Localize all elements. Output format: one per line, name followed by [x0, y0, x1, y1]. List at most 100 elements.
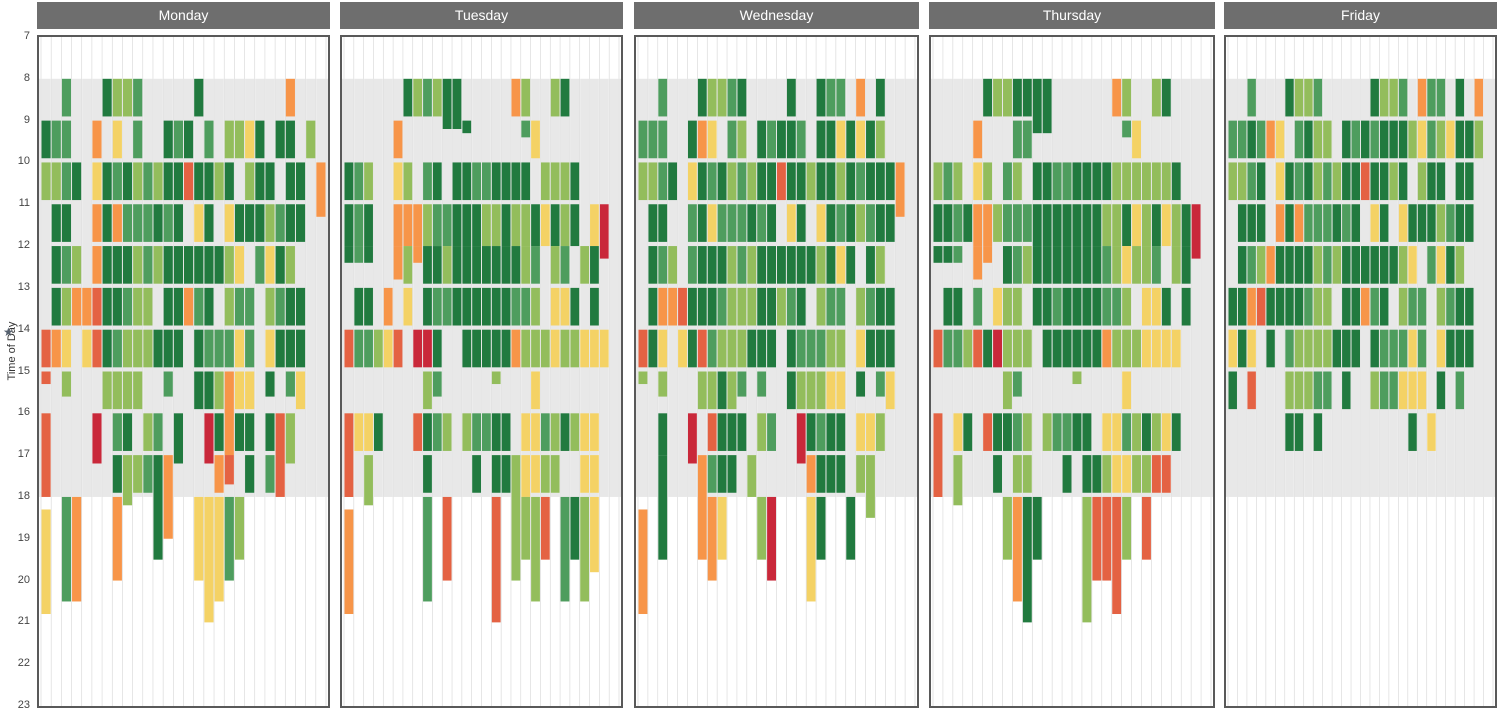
heatmap-cell[interactable] — [1022, 496, 1033, 623]
heatmap-cell[interactable] — [285, 120, 296, 159]
heatmap-cell[interactable] — [1436, 287, 1446, 326]
heatmap-cell[interactable] — [152, 413, 164, 451]
heatmap-cell[interactable] — [1398, 120, 1408, 159]
heatmap-cell[interactable] — [1464, 287, 1475, 326]
heatmap-cell[interactable] — [461, 329, 472, 368]
heatmap-cell[interactable] — [1151, 204, 1162, 247]
heatmap-cell[interactable] — [540, 329, 551, 368]
heatmap-cell[interactable] — [461, 287, 472, 326]
heatmap-cell[interactable] — [1275, 120, 1285, 159]
heatmap-cell[interactable] — [647, 246, 658, 284]
heatmap-cell[interactable] — [1246, 371, 1257, 410]
heatmap-cell[interactable] — [244, 371, 255, 410]
heatmap-cell[interactable] — [1369, 246, 1380, 284]
heatmap-cell[interactable] — [589, 496, 600, 573]
heatmap-cell[interactable] — [1407, 120, 1418, 159]
heatmap-cell[interactable] — [1081, 455, 1092, 493]
heatmap-cell[interactable] — [452, 78, 462, 129]
heatmap-cell[interactable] — [373, 413, 384, 451]
heatmap-cell[interactable] — [1246, 329, 1257, 368]
heatmap-cell[interactable] — [707, 246, 718, 284]
heatmap-cell[interactable] — [112, 455, 123, 493]
heatmap-cell[interactable] — [1256, 246, 1266, 284]
heatmap-cell[interactable] — [825, 246, 836, 284]
heatmap-cell[interactable] — [1081, 287, 1092, 326]
heatmap-cell[interactable] — [1228, 287, 1238, 326]
heatmap-cell[interactable] — [51, 204, 62, 242]
heatmap-cell[interactable] — [520, 120, 531, 138]
heatmap-cell[interactable] — [203, 371, 215, 410]
heatmap-cell[interactable] — [353, 329, 364, 368]
heatmap-cell[interactable] — [835, 204, 846, 242]
heatmap-cell[interactable] — [432, 329, 443, 368]
heatmap-cell[interactable] — [657, 246, 668, 284]
heatmap-cell[interactable] — [727, 329, 737, 368]
heatmap-cell[interactable] — [432, 371, 443, 397]
heatmap-cell[interactable] — [91, 162, 103, 201]
heatmap-cell[interactable] — [589, 329, 600, 368]
heatmap-cell[interactable] — [1417, 162, 1427, 201]
heatmap-cell[interactable] — [865, 329, 876, 368]
heatmap-cell[interactable] — [142, 162, 153, 201]
heatmap-cell[interactable] — [264, 413, 276, 451]
heatmap-cell[interactable] — [707, 413, 718, 451]
heatmap-cell[interactable] — [1369, 78, 1380, 117]
heatmap-cell[interactable] — [1012, 496, 1023, 602]
heatmap-cell[interactable] — [1052, 413, 1063, 451]
heatmap-cell[interactable] — [589, 246, 600, 284]
heatmap-cell[interactable] — [1151, 162, 1162, 201]
heatmap-cell[interactable] — [481, 413, 492, 451]
heatmap-cell[interactable] — [530, 120, 541, 159]
heatmap-cell[interactable] — [707, 287, 718, 326]
heatmap-cell[interactable] — [1072, 371, 1082, 385]
heatmap-cell[interactable] — [1351, 204, 1361, 242]
heatmap-cell[interactable] — [560, 496, 570, 602]
heatmap-cell[interactable] — [1294, 371, 1304, 410]
heatmap-cell[interactable] — [638, 509, 648, 615]
heatmap-cell[interactable] — [234, 120, 245, 159]
heatmap-cell[interactable] — [687, 287, 698, 326]
heatmap-cell[interactable] — [736, 413, 747, 451]
heatmap-cell[interactable] — [183, 287, 194, 326]
heatmap-cell[interactable] — [756, 413, 767, 451]
heatmap-cell[interactable] — [825, 413, 836, 451]
heatmap-cell[interactable] — [657, 162, 668, 201]
heatmap-cell[interactable] — [1012, 246, 1023, 284]
heatmap-cell[interactable] — [520, 162, 531, 201]
heatmap-cell[interactable] — [825, 78, 836, 117]
heatmap-cell[interactable] — [569, 287, 580, 326]
heatmap-cell[interactable] — [1313, 246, 1323, 284]
heatmap-cell[interactable] — [1012, 329, 1023, 368]
heatmap-cell[interactable] — [727, 78, 737, 117]
heatmap-cell[interactable] — [657, 371, 668, 397]
sort-icon[interactable]: ★ — [3, 325, 14, 339]
heatmap-cell[interactable] — [1332, 204, 1342, 242]
heatmap-cell[interactable] — [41, 120, 52, 159]
heatmap-cell[interactable] — [1237, 204, 1247, 242]
heatmap-cell[interactable] — [112, 496, 123, 581]
heatmap-cell[interactable] — [363, 162, 374, 201]
heatmap-cell[interactable] — [1284, 162, 1295, 201]
heatmap-cell[interactable] — [816, 287, 826, 326]
heatmap-cell[interactable] — [363, 455, 374, 506]
heatmap-cell[interactable] — [412, 78, 423, 117]
heatmap-cell[interactable] — [353, 413, 364, 451]
heatmap-cell[interactable] — [122, 413, 133, 451]
heatmap-cell[interactable] — [163, 204, 174, 242]
heatmap-cell[interactable] — [344, 204, 354, 247]
heatmap-cell[interactable] — [1445, 204, 1456, 242]
heatmap-cell[interactable] — [687, 329, 698, 368]
heatmap-cell[interactable] — [1407, 413, 1418, 451]
heatmap-cell[interactable] — [550, 246, 561, 284]
heatmap-cell[interactable] — [697, 78, 708, 117]
heatmap-cell[interactable] — [579, 329, 590, 368]
heatmap-cell[interactable] — [1101, 413, 1112, 451]
heatmap-cell[interactable] — [835, 287, 846, 326]
heatmap-cell[interactable] — [471, 246, 482, 284]
heatmap-cell[interactable] — [1022, 246, 1033, 284]
heatmap-cell[interactable] — [1072, 287, 1082, 326]
heatmap-cell[interactable] — [1294, 162, 1304, 201]
heatmap-cell[interactable] — [845, 246, 856, 284]
heatmap-cell[interactable] — [1398, 246, 1408, 284]
heatmap-cell[interactable] — [383, 329, 394, 368]
